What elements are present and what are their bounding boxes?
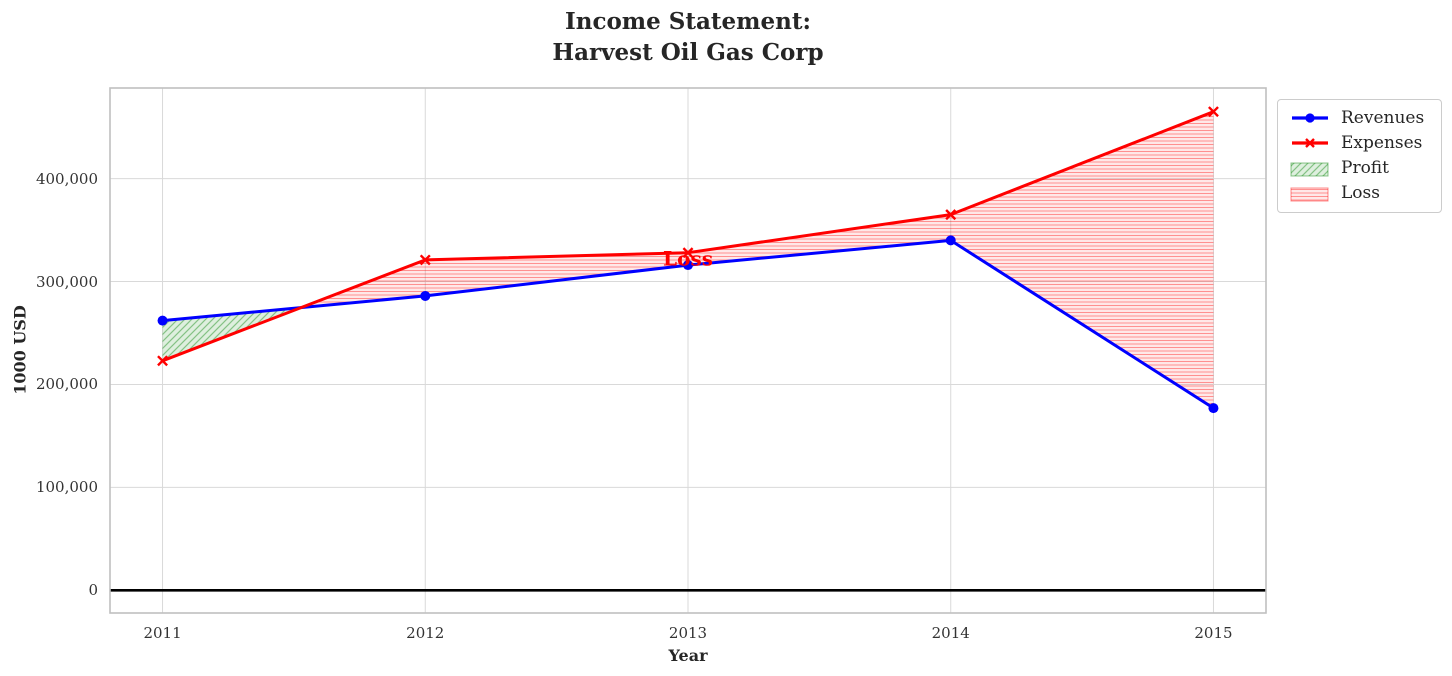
revenues-marker bbox=[683, 260, 693, 271]
revenues-marker bbox=[1208, 403, 1219, 414]
chart-title-line2: Harvest Oil Gas Corp bbox=[552, 39, 824, 66]
legend: Revenues Expenses Profit Loss bbox=[1277, 99, 1442, 213]
y-tick-label: 400,000 bbox=[35, 169, 98, 188]
y-tick-label: 100,000 bbox=[35, 478, 98, 497]
revenues-series bbox=[157, 235, 1219, 414]
expenses-marker bbox=[945, 209, 957, 221]
legend-label-revenues: Revenues bbox=[1341, 107, 1425, 128]
loss-annotation: Loss bbox=[663, 246, 713, 271]
expenses-marker bbox=[157, 355, 168, 367]
chart-title-line1: Income Statement: bbox=[564, 8, 811, 35]
y-tick-label: 200,000 bbox=[35, 375, 98, 394]
loss-fill bbox=[301, 111, 1214, 409]
x-tick-label: 2012 bbox=[406, 624, 445, 642]
expenses-marker bbox=[419, 254, 431, 266]
legend-label-loss: Loss bbox=[1341, 183, 1380, 204]
loss-hatch-swatch-icon bbox=[1290, 185, 1330, 203]
y-tick-label: 300,000 bbox=[35, 272, 98, 291]
revenues-marker bbox=[157, 315, 168, 326]
expenses-series bbox=[157, 106, 1219, 367]
legend-item-revenues: Revenues bbox=[1290, 109, 1433, 127]
x-tick-label: 2015 bbox=[1194, 624, 1233, 642]
legend-label-profit: Profit bbox=[1341, 158, 1389, 179]
y-tick-label: 0 bbox=[88, 581, 98, 600]
revenues-marker bbox=[945, 235, 956, 246]
expenses-marker bbox=[682, 247, 694, 259]
revenues-marker bbox=[420, 290, 431, 301]
x-tick-label: 2014 bbox=[931, 624, 970, 642]
revenues-line-marker-icon bbox=[1290, 109, 1330, 127]
x-tick-label: 2013 bbox=[668, 624, 708, 642]
legend-item-loss: Loss bbox=[1290, 185, 1433, 203]
expenses-line-marker-icon bbox=[1290, 134, 1330, 152]
plot-border bbox=[109, 87, 1267, 614]
expenses-marker bbox=[1208, 106, 1219, 118]
profit-hatch-swatch-icon bbox=[1290, 160, 1330, 178]
legend-label-expenses: Expenses bbox=[1341, 132, 1423, 153]
legend-item-expenses: Expenses bbox=[1290, 134, 1433, 152]
y-axis-label: 1000 USD bbox=[10, 305, 30, 395]
chart-title: Income Statement: Harvest Oil Gas Corp bbox=[110, 6, 1266, 68]
legend-item-profit: Profit bbox=[1290, 160, 1433, 178]
x-tick-label: 2011 bbox=[143, 624, 182, 642]
x-axis-label: Year bbox=[668, 646, 708, 665]
